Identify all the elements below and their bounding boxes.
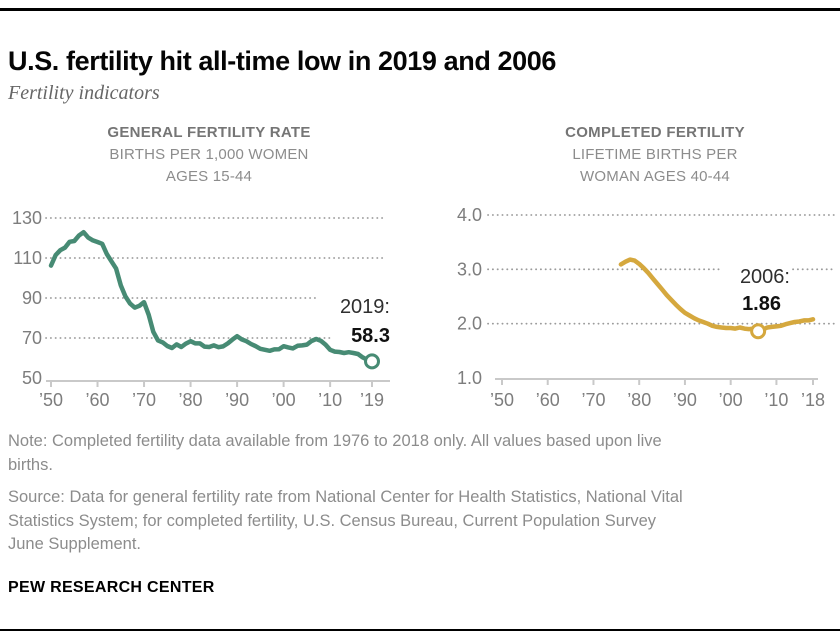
general-fertility-line-chart: 50 70 90 110 130 ’50 ’60 ’70 ’80 ’90 ’00 ’10 ’19 2019… xyxy=(12,208,390,410)
chart-subtitle-line: LIFETIME BIRTHS PER xyxy=(572,146,738,163)
y-tick-label: 1.0 xyxy=(457,368,482,388)
source-text: Source: Data for general fertility rate … xyxy=(8,486,832,557)
footnotes: Note: Completed fertility data available… xyxy=(8,430,832,566)
text-line: Source: Data for general fertility rate … xyxy=(8,488,683,506)
x-tick-label: ’90 xyxy=(225,390,249,410)
x-tick-label: ’60 xyxy=(86,390,110,410)
x-tick-label: ’50 xyxy=(39,390,63,410)
text-line: Statistics System; for completed fertili… xyxy=(8,511,657,530)
annotation-value: 58.3 xyxy=(351,325,390,347)
chart-subtitle-line: AGES 15-44 xyxy=(165,168,253,185)
highlight-marker xyxy=(364,353,380,370)
pew-research-center-wordmark: PEW RESEARCH CENTER xyxy=(8,579,215,596)
x-tick-label: ’00 xyxy=(272,390,296,410)
annotation-year: 2019: xyxy=(340,296,390,318)
text-line: June Supplement. xyxy=(8,535,142,553)
gridlines xyxy=(487,214,837,325)
chart-header-completed-fertility: COMPLETED FERTILITY LIFETIME BIRTHS PER … xyxy=(535,122,775,188)
x-tick-label: ’50 xyxy=(490,390,514,410)
note-text: Note: Completed fertility data available… xyxy=(8,430,832,477)
gridlines xyxy=(45,217,387,339)
x-tick-label: ’70 xyxy=(581,390,605,410)
annotation-year: 2006: xyxy=(740,266,790,288)
top-rule xyxy=(0,8,840,11)
y-tick-label: 4.0 xyxy=(457,205,482,225)
series-line xyxy=(48,229,375,364)
highlight-marker xyxy=(750,323,767,340)
tick-labels: 50 70 90 110 130 ’50 ’60 ’70 ’80 ’90 ’00 ’10 ’19 xyxy=(12,208,384,410)
x-tick-label: ’10 xyxy=(318,390,342,410)
y-tick-label: 70 xyxy=(22,328,42,348)
chart-header-general-fertility: GENERAL FERTILITY RATE BIRTHS PER 1,000 … xyxy=(89,122,329,188)
chart-subtitle-line: WOMAN AGES 40-44 xyxy=(580,168,730,185)
y-tick-label: 90 xyxy=(22,288,42,308)
chart-subtitle-line: BIRTHS PER 1,000 WOMEN xyxy=(109,146,309,163)
y-tick-label: 2.0 xyxy=(457,314,482,334)
series-line xyxy=(618,257,816,334)
x-tick-label: ’80 xyxy=(179,390,203,410)
x-tick-label: ’80 xyxy=(627,390,651,410)
chart-title: GENERAL FERTILITY RATE xyxy=(107,124,311,141)
x-tick-label: ’10 xyxy=(764,390,788,410)
x-tick-label: ’70 xyxy=(132,390,156,410)
y-tick-label: 110 xyxy=(13,248,42,268)
y-tick-label: 50 xyxy=(22,368,42,388)
completed-fertility-line-chart: 1.0 2.0 3.0 4.0 ’50 ’60 ’70 ’80 ’90 ’00 ’10 ’18 2006… xyxy=(457,205,837,410)
annotation-value: 1.86 xyxy=(742,293,781,315)
y-tick-label: 130 xyxy=(12,208,42,228)
figure-subtitle: Fertility indicators xyxy=(8,82,160,104)
text-line: Note: Completed fertility data available… xyxy=(8,432,662,450)
tick-labels: 1.0 2.0 3.0 4.0 ’50 ’60 ’70 ’80 ’90 ’00 ’10 ’18 xyxy=(457,205,825,410)
text-line: births. xyxy=(8,455,53,474)
x-axis xyxy=(46,380,390,387)
bottom-rule xyxy=(0,629,840,631)
x-tick-label: ’60 xyxy=(536,390,560,410)
y-tick-label: 3.0 xyxy=(457,259,482,279)
page-title: U.S. fertility hit all-time low in 2019 … xyxy=(8,46,556,77)
x-axis xyxy=(495,378,818,385)
x-tick-label: ’19 xyxy=(360,390,384,410)
x-tick-label: ’00 xyxy=(719,390,743,410)
x-tick-label: ’18 xyxy=(801,390,825,410)
chart-title: COMPLETED FERTILITY xyxy=(565,124,745,141)
x-tick-label: ’90 xyxy=(673,390,697,410)
